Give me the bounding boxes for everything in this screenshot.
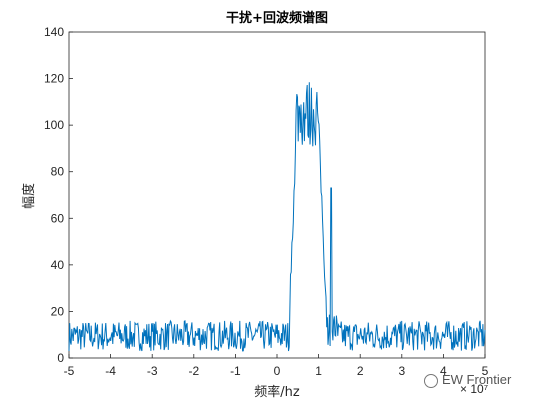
x-tick-label: 3 — [398, 364, 405, 378]
y-tick-label: 40 — [51, 258, 65, 272]
series-line — [68, 82, 486, 352]
x-exponent-label: × 10⁷ — [460, 382, 488, 396]
y-tick-label: 60 — [51, 211, 65, 225]
y-tick-label: 20 — [51, 304, 65, 318]
x-axis-label: 频率/hz — [254, 384, 300, 400]
watermark-text: EW Frontier — [442, 372, 512, 387]
y-tick-label: 100 — [44, 118, 64, 132]
y-axis: 0 20 40 60 80 100 120 140 — [44, 25, 73, 365]
x-axis: -5 -4 -3 -2 -1 0 1 2 3 4 5 — [64, 354, 489, 378]
x-tick-label: -3 — [147, 364, 158, 378]
y-tick-label: 80 — [51, 165, 65, 179]
x-tick-label: -2 — [188, 364, 199, 378]
x-tick-label: 1 — [315, 364, 322, 378]
y-tick-label: 140 — [44, 25, 64, 39]
x-tick-label: -1 — [230, 364, 241, 378]
x-tick-label: 5 — [482, 364, 489, 378]
x-tick-label: 0 — [274, 364, 281, 378]
plot-area — [68, 31, 486, 359]
x-tick-label: -5 — [64, 364, 75, 378]
x-tick-label: -4 — [105, 364, 116, 378]
watermark: EW Frontier — [424, 372, 511, 388]
watermark-logo-icon — [424, 373, 438, 388]
chart-title: 干扰+回波频谱图 — [226, 10, 328, 26]
y-tick-label: 0 — [57, 351, 64, 365]
y-tick-label: 120 — [44, 72, 64, 86]
x-tick-label: 4 — [440, 364, 447, 378]
y-axis-label: 幅度 — [21, 183, 37, 209]
x-tick-label: 2 — [357, 364, 364, 378]
